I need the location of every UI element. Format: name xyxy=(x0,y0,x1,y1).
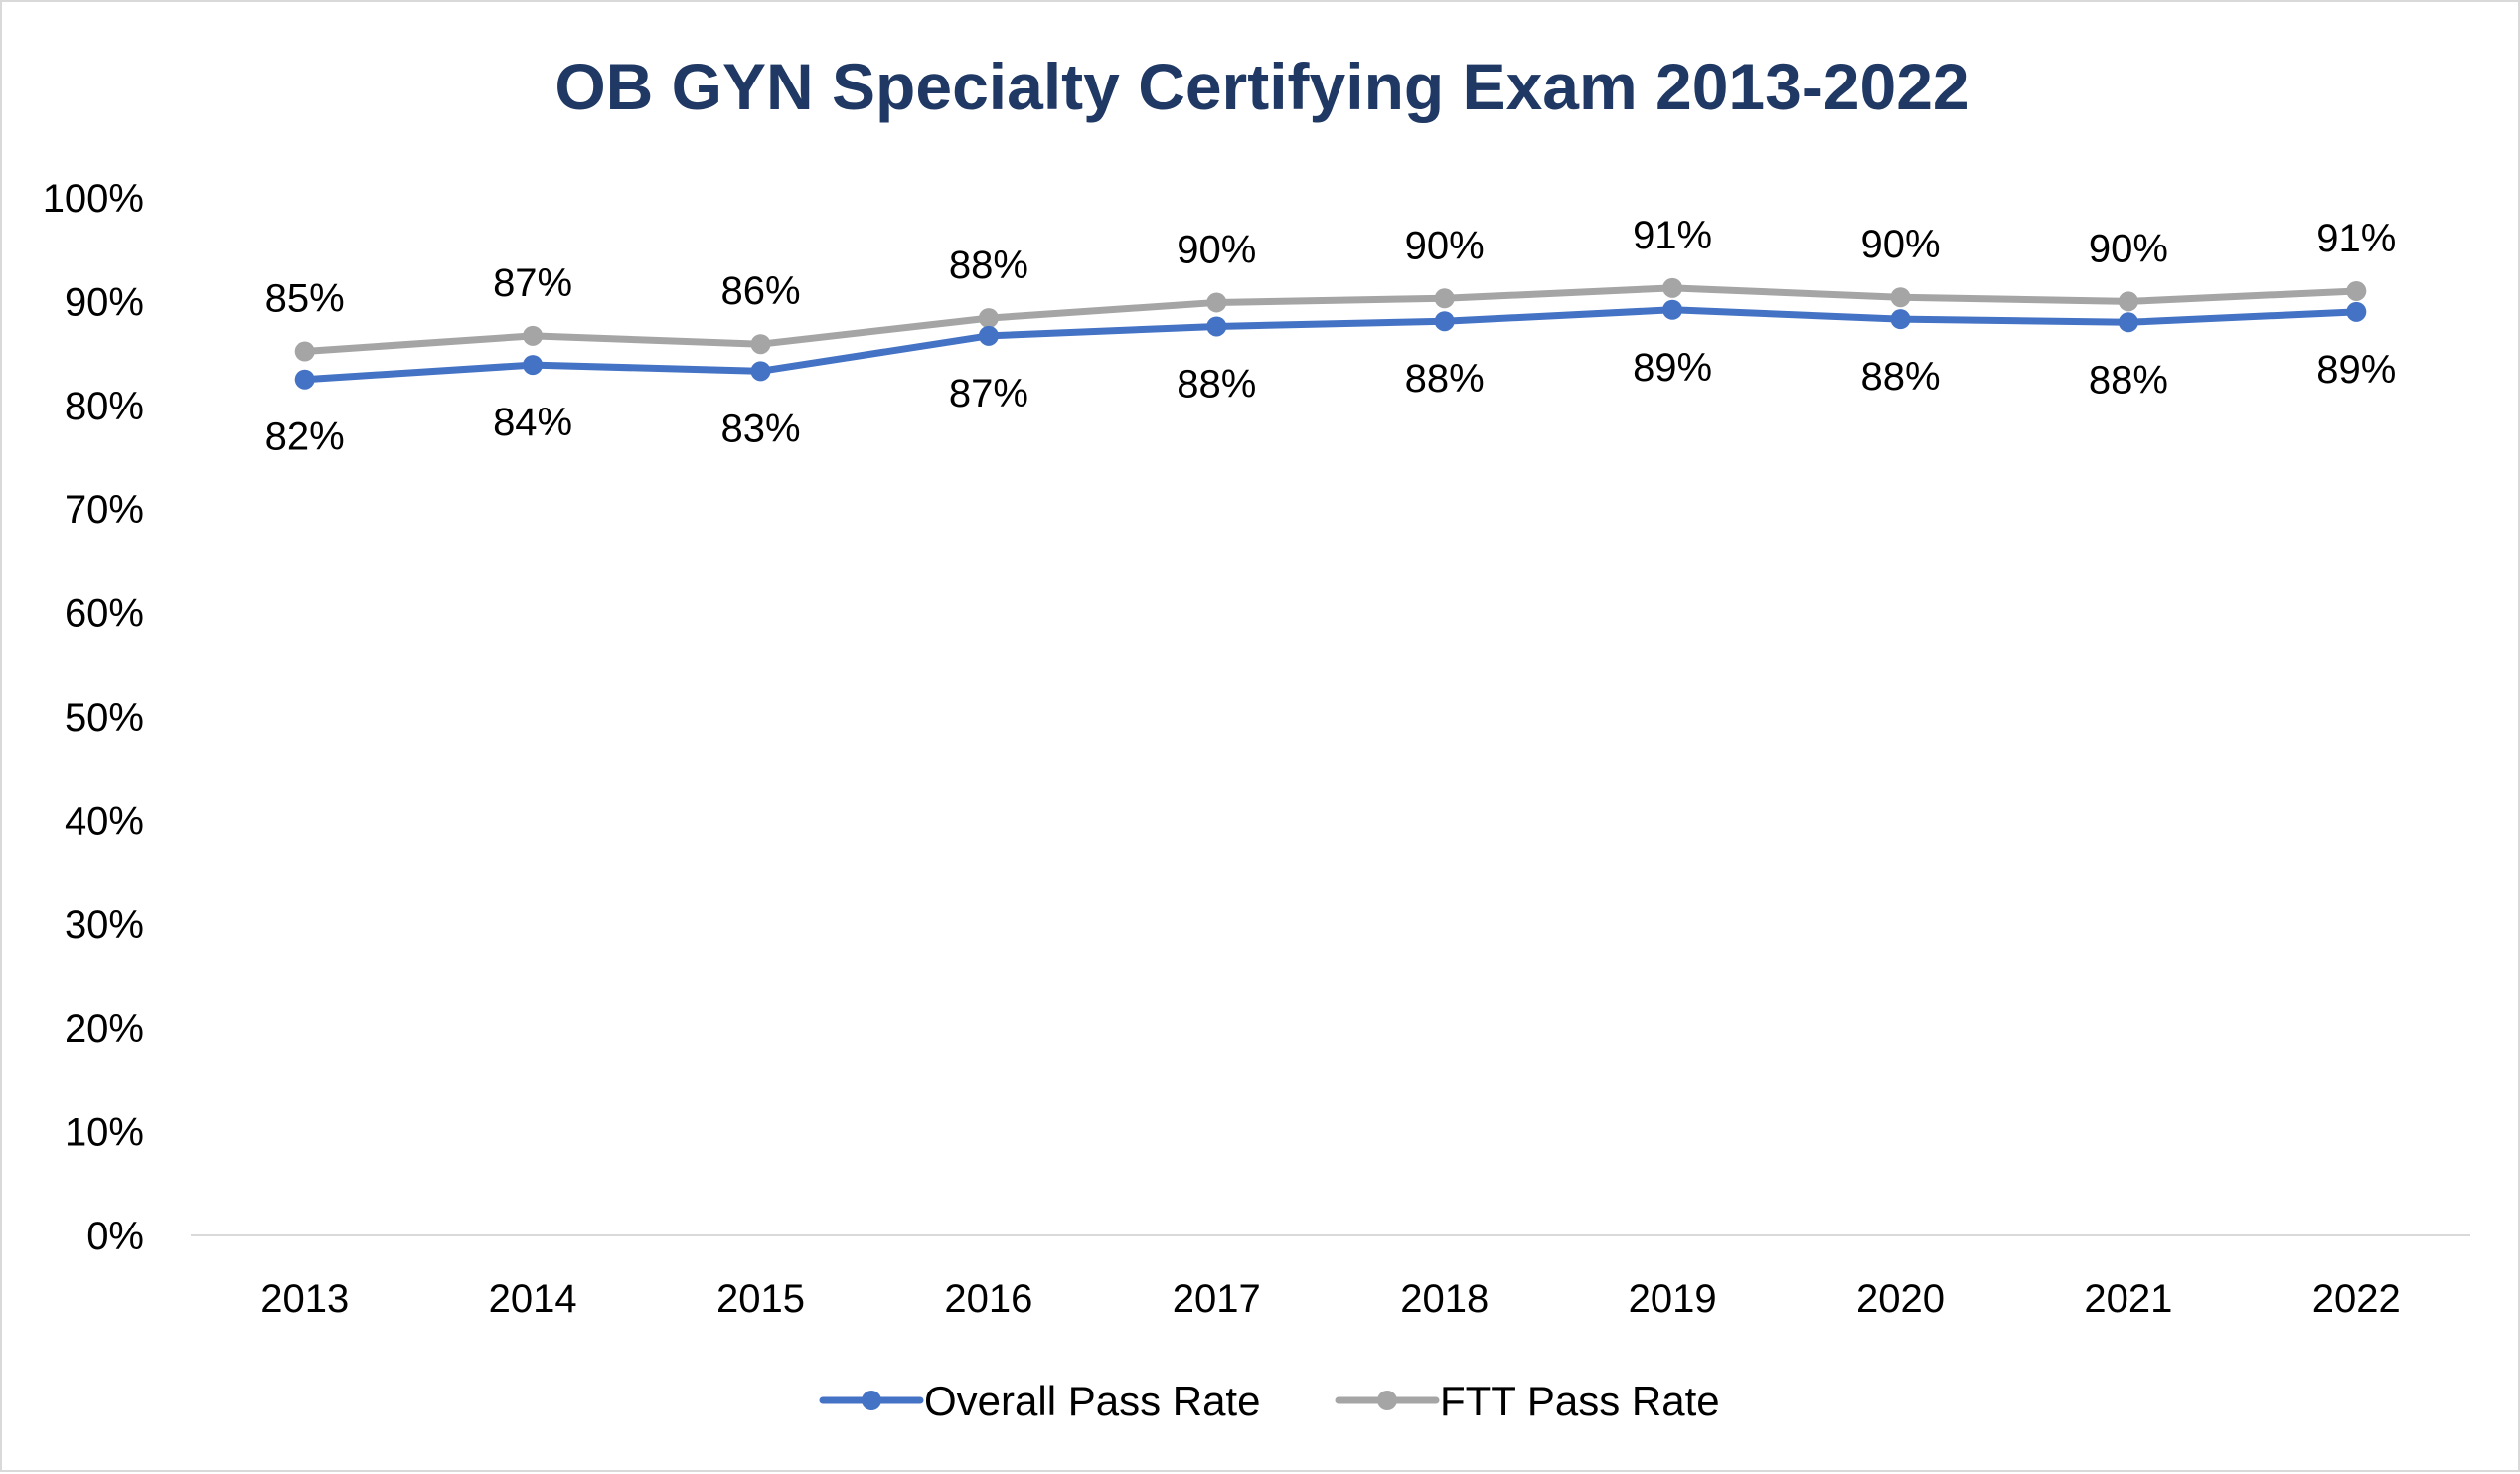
data-label: 88% xyxy=(2089,358,2168,402)
x-tick-label: 2013 xyxy=(260,1277,349,1321)
series-line xyxy=(301,284,2360,356)
legend-swatch-marker xyxy=(862,1391,881,1410)
data-point xyxy=(1434,311,1455,332)
x-tick-label: 2017 xyxy=(1173,1277,1261,1321)
data-label: 88% xyxy=(1405,357,1485,401)
data-label: 90% xyxy=(1860,223,1940,266)
legend-label: Overall Pass Rate xyxy=(924,1378,1260,1424)
data-label: 91% xyxy=(1633,214,1712,257)
x-tick-label: 2021 xyxy=(2084,1277,2172,1321)
y-tick-label: 80% xyxy=(65,385,144,428)
data-point xyxy=(1662,299,1683,320)
data-point xyxy=(1890,287,1911,308)
data-point xyxy=(2118,312,2138,333)
data-label: 88% xyxy=(1860,355,1940,399)
y-tick-label: 90% xyxy=(65,280,144,324)
data-point xyxy=(2118,291,2138,312)
data-label: 89% xyxy=(2316,348,2396,392)
data-label: 88% xyxy=(1177,362,1256,406)
legend-label: FTT Pass Rate xyxy=(1440,1378,1720,1424)
data-point xyxy=(294,341,315,362)
series-layer: 82% 84% 83% 87% 88% 88% 89% 88% 88% 89% 85% 87% 86% 8… xyxy=(265,214,2397,459)
chart-title: OB GYN Specialty Certifying Exam 2013-20… xyxy=(554,50,1969,123)
data-point xyxy=(1662,277,1683,298)
data-point xyxy=(978,308,999,329)
x-tick-label: 2022 xyxy=(2312,1277,2401,1321)
data-point xyxy=(750,361,771,382)
legend: Overall Pass Rate FTT Pass Rate xyxy=(819,1378,1720,1424)
data-point xyxy=(294,369,315,390)
data-point xyxy=(1206,316,1227,337)
data-point xyxy=(523,355,544,376)
y-tick-label: 10% xyxy=(65,1111,144,1155)
x-tick-label: 2016 xyxy=(944,1277,1032,1321)
legend-swatch-marker xyxy=(1377,1391,1397,1410)
data-label: 90% xyxy=(1405,224,1485,267)
data-label: 91% xyxy=(2316,217,2396,260)
y-tick-label: 100% xyxy=(43,177,144,221)
data-label: 89% xyxy=(1633,346,1712,390)
data-point xyxy=(750,334,771,355)
data-label: 82% xyxy=(265,415,345,459)
y-tick-label: 30% xyxy=(65,903,144,947)
data-label: 84% xyxy=(493,401,572,444)
data-label: 90% xyxy=(2089,227,2168,270)
data-point xyxy=(978,325,999,346)
y-tick-label: 40% xyxy=(65,799,144,843)
data-point xyxy=(2346,301,2367,322)
series-line xyxy=(301,306,2360,384)
data-point xyxy=(1206,292,1227,313)
data-point xyxy=(1890,309,1911,330)
y-tick-label: 0% xyxy=(86,1215,144,1258)
axis-layer: 0% 10% 20% 30% 40% 50% 60% 70% 80% 90% 100% 2013 201… xyxy=(43,177,2470,1321)
x-tick-label: 2015 xyxy=(716,1277,805,1321)
y-tick-label: 50% xyxy=(65,696,144,739)
data-point xyxy=(523,325,544,346)
x-tick-label: 2020 xyxy=(1856,1277,1945,1321)
data-label: 87% xyxy=(949,372,1028,415)
data-label: 88% xyxy=(949,244,1028,287)
data-point xyxy=(1434,288,1455,309)
x-tick-label: 2014 xyxy=(489,1277,577,1321)
x-tick-label: 2019 xyxy=(1629,1277,1717,1321)
data-label: 85% xyxy=(265,277,345,321)
data-label: 83% xyxy=(720,407,800,450)
x-tick-label: 2018 xyxy=(1400,1277,1489,1321)
y-tick-label: 60% xyxy=(65,592,144,636)
data-label: 86% xyxy=(720,269,800,313)
y-tick-label: 20% xyxy=(65,1007,144,1051)
data-point xyxy=(2346,280,2367,301)
y-tick-label: 70% xyxy=(65,488,144,532)
data-label: 87% xyxy=(493,261,572,305)
data-label: 90% xyxy=(1177,228,1256,271)
